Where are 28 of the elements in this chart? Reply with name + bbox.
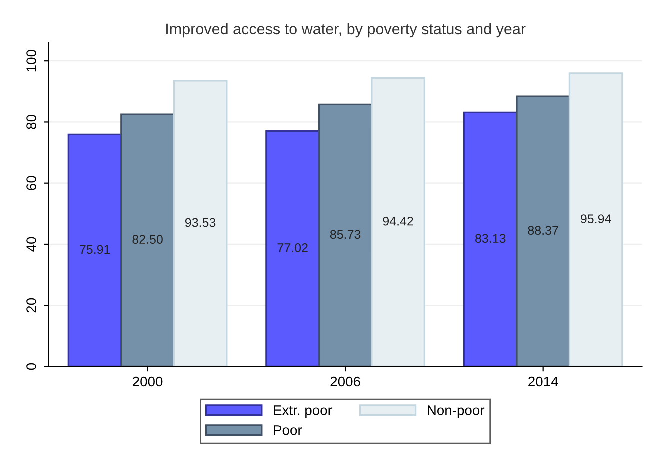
data-label: 88.37 [528, 226, 558, 236]
bar [266, 130, 320, 367]
legend-label: Non-poor [428, 406, 485, 418]
data-label: 82.50 [132, 235, 163, 244]
data-label: 77.02 [278, 244, 308, 252]
data-label: 83.13 [476, 234, 506, 244]
x-tick-label: 2000 [133, 376, 163, 387]
chart-title: Improved access to water, by poverty status and year [166, 23, 526, 38]
bar [318, 104, 373, 367]
data-label: 75.91 [80, 245, 110, 254]
y-tick-label: 100 [26, 50, 36, 72]
bar [68, 134, 122, 367]
y-tick-label: 80 [26, 115, 36, 130]
x-tick-label: 2014 [528, 376, 558, 387]
data-label: 85.73 [330, 230, 361, 240]
y-tick-label: 60 [26, 176, 36, 190]
y-tick-label: 40 [26, 237, 36, 252]
bar [516, 96, 571, 367]
x-tick-label: 2006 [330, 376, 360, 387]
bar [463, 112, 518, 367]
legend-label: Extr. poor [274, 406, 332, 418]
data-label: 93.53 [185, 218, 216, 228]
bar [120, 114, 175, 367]
y-tick-label: 0 [26, 363, 36, 370]
data-label: 95.94 [581, 214, 612, 224]
legend-label: Poor [274, 426, 302, 436]
data-label: 94.42 [383, 216, 414, 226]
y-tick-label: 20 [26, 298, 36, 313]
